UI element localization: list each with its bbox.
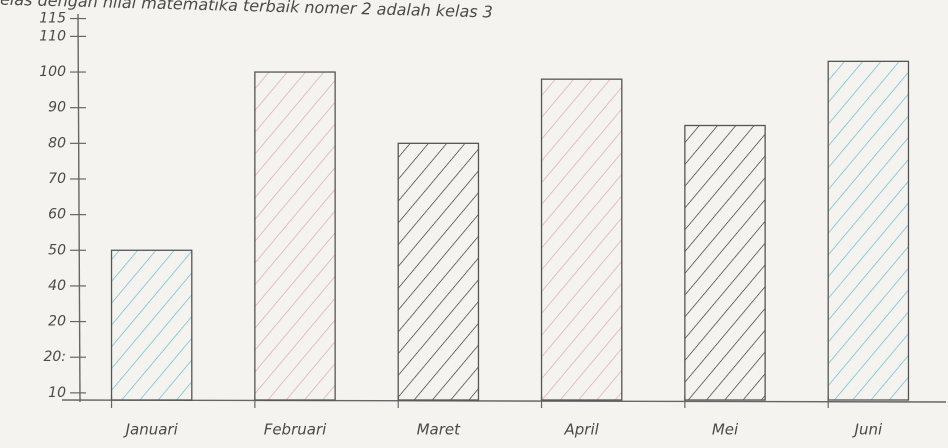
y-tick-label: 50 bbox=[48, 242, 66, 258]
x-tick-label: Mei bbox=[712, 421, 739, 439]
x-tick-label: Juni bbox=[852, 421, 883, 439]
x-axis bbox=[61, 399, 947, 403]
y-tick-label: 115 bbox=[39, 11, 66, 27]
y-axis bbox=[77, 13, 81, 403]
y-tick-label: 80 bbox=[48, 135, 66, 151]
y-tick-label: 110 bbox=[39, 28, 66, 44]
y-tick-label: 20 bbox=[48, 314, 66, 330]
y-tick-label: 70 bbox=[48, 171, 66, 187]
bar bbox=[827, 60, 910, 401]
bar bbox=[684, 124, 766, 401]
y-tick-label: 100 bbox=[39, 64, 66, 80]
bar bbox=[397, 142, 480, 401]
x-tick-label: Maret bbox=[417, 421, 462, 439]
y-tick-label: 40 bbox=[48, 278, 66, 294]
bar bbox=[540, 78, 623, 401]
bar bbox=[110, 249, 193, 401]
bar bbox=[254, 71, 336, 401]
y-tick-label: 90 bbox=[48, 100, 66, 116]
y-tick-label: 10 bbox=[48, 385, 66, 401]
x-tick-label: Februari bbox=[264, 421, 327, 439]
y-tick-label: 60 bbox=[48, 207, 66, 223]
x-tick-label: Januari bbox=[123, 421, 179, 439]
y-tick-label: 20: bbox=[43, 349, 66, 365]
x-tick-label: April bbox=[564, 421, 600, 439]
